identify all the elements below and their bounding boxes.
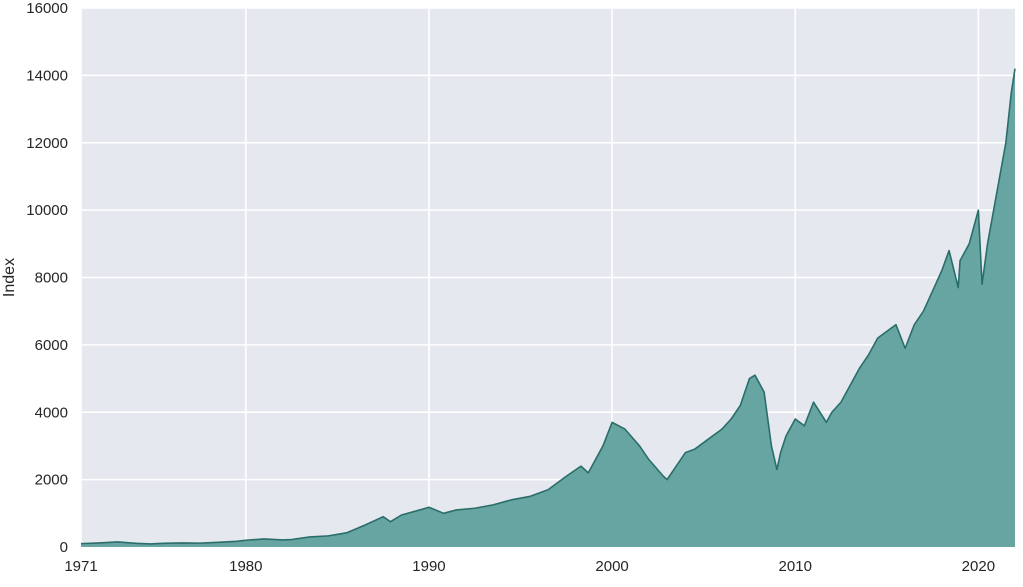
y-axis-title: Index — [1, 258, 18, 297]
y-tick-label: 0 — [60, 539, 68, 556]
x-tick-label: 2020 — [962, 558, 995, 575]
y-tick-label: 4000 — [35, 404, 68, 421]
y-tick-label: 8000 — [35, 270, 68, 287]
x-tick-label: 1980 — [229, 558, 262, 575]
x-tick-label: 2010 — [779, 558, 812, 575]
y-tick-label: 14000 — [26, 67, 68, 84]
x-axis-tick-labels: 1971 1980 1990 2000 2010 2020 — [64, 558, 995, 575]
y-axis-tick-labels: 0 2000 4000 6000 8000 10000 12000 14000 16000 — [26, 0, 68, 556]
y-tick-label: 6000 — [35, 337, 68, 354]
y-tick-label: 2000 — [35, 472, 68, 489]
x-tick-label: 1990 — [412, 558, 445, 575]
y-tick-label: 16000 — [26, 0, 68, 17]
series-line — [80, 68, 1016, 545]
y-tick-label: 12000 — [26, 135, 68, 152]
x-tick-label: 2000 — [595, 558, 628, 575]
x-tick-label: 1971 — [64, 558, 97, 575]
y-tick-label: 10000 — [26, 202, 68, 219]
area-fill — [81, 68, 1015, 547]
